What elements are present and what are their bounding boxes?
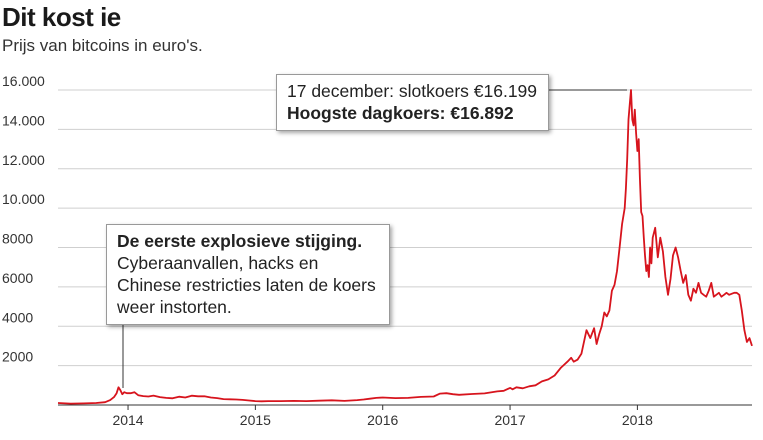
chart-subtitle: Prijs van bitcoins in euro's. bbox=[2, 36, 203, 55]
y-tick-label: 12.000 bbox=[2, 152, 45, 168]
y-tick-label: 8000 bbox=[2, 231, 33, 247]
annotation-first-rise-heading: De eerste explosieve stijging. bbox=[117, 231, 363, 251]
annotation-peak-line1: 17 december: slotkoers €16.199 bbox=[287, 81, 538, 101]
x-tick-label: 2015 bbox=[240, 412, 271, 428]
x-tick-label: 2018 bbox=[622, 412, 653, 428]
y-tick-label: 14.000 bbox=[2, 112, 45, 128]
annotation-peak-line2: Hoogste dagkoers: €16.892 bbox=[287, 103, 514, 123]
x-tick-label: 2014 bbox=[112, 412, 143, 428]
y-tick-label: 6000 bbox=[2, 270, 33, 286]
chart-title: Dit kost ie bbox=[2, 2, 121, 32]
y-tick-label: 2000 bbox=[2, 349, 33, 365]
annotation-first-rise: De eerste explosieve stijging. Cyberaanv… bbox=[106, 224, 390, 325]
annotation-first-rise-body: Cyberaanvallen, hacks en Chinese restric… bbox=[117, 253, 376, 317]
x-axis: 2014 2015 2016 2017 2018 bbox=[112, 405, 653, 428]
series-line-bitcoin-price bbox=[57, 89, 753, 405]
y-tick-label: 4000 bbox=[2, 309, 33, 325]
y-tick-label: 10.000 bbox=[2, 191, 45, 207]
x-tick-label: 2016 bbox=[367, 412, 398, 428]
y-axis: 2000 4000 6000 8000 10.000 12.000 14.000 16.000 bbox=[2, 73, 45, 365]
x-tick-label: 2017 bbox=[494, 412, 525, 428]
annotation-peak: 17 december: slotkoers €16.199 Hoogste d… bbox=[276, 74, 549, 131]
y-tick-label: 16.000 bbox=[2, 73, 45, 89]
